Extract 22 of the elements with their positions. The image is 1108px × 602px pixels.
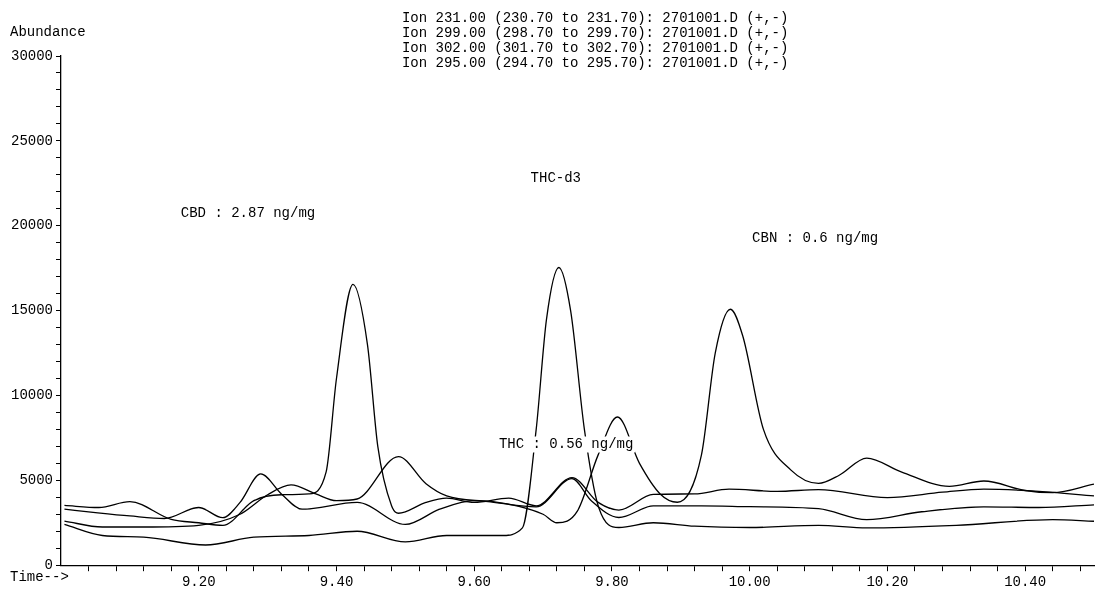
text: Ion 231.00 (230.70 to 231.70): 2701001.D (+,-): [401, 9, 789, 26]
annotation: THC-d3: [530, 170, 582, 187]
annotation: CBD : 2.87 ng/mg: [180, 204, 316, 221]
y-axis-title: Abundance: [10, 23, 86, 40]
y-tick-label: 30000: [10, 47, 54, 64]
y-tick-label: 20000: [10, 217, 54, 234]
y-tick-label: 25000: [10, 132, 54, 149]
x-tick-label: 9.20: [181, 574, 216, 591]
y-tick-label: 10000: [10, 387, 54, 404]
annotation: CBN : 0.6 ng/mg: [752, 230, 879, 246]
annotation: Ion 295.00 (294.70 to 295.70): 2701001.D (+,-): [401, 54, 789, 71]
y-tick-label: 5000: [19, 472, 54, 489]
x-tick-label: 9.40: [319, 574, 354, 591]
x-tick-label: 10.20: [866, 574, 909, 591]
x-tick-label: 10.40: [1004, 574, 1047, 591]
annotation: THC : 0.56 ng/mg: [498, 436, 634, 453]
text: Ion 299.00 (298.70 to 299.70): 2701001.D (+,-): [401, 24, 789, 41]
y-tick-label: 15000: [10, 302, 54, 319]
x-tick-label: 9.60: [457, 574, 492, 591]
x-tick-label: 10.00: [728, 574, 771, 591]
x-tick-label: 9.80: [595, 574, 629, 591]
text: Ion 302.00 (301.70 to 302.70): 2701001.D (+,-): [401, 39, 789, 56]
